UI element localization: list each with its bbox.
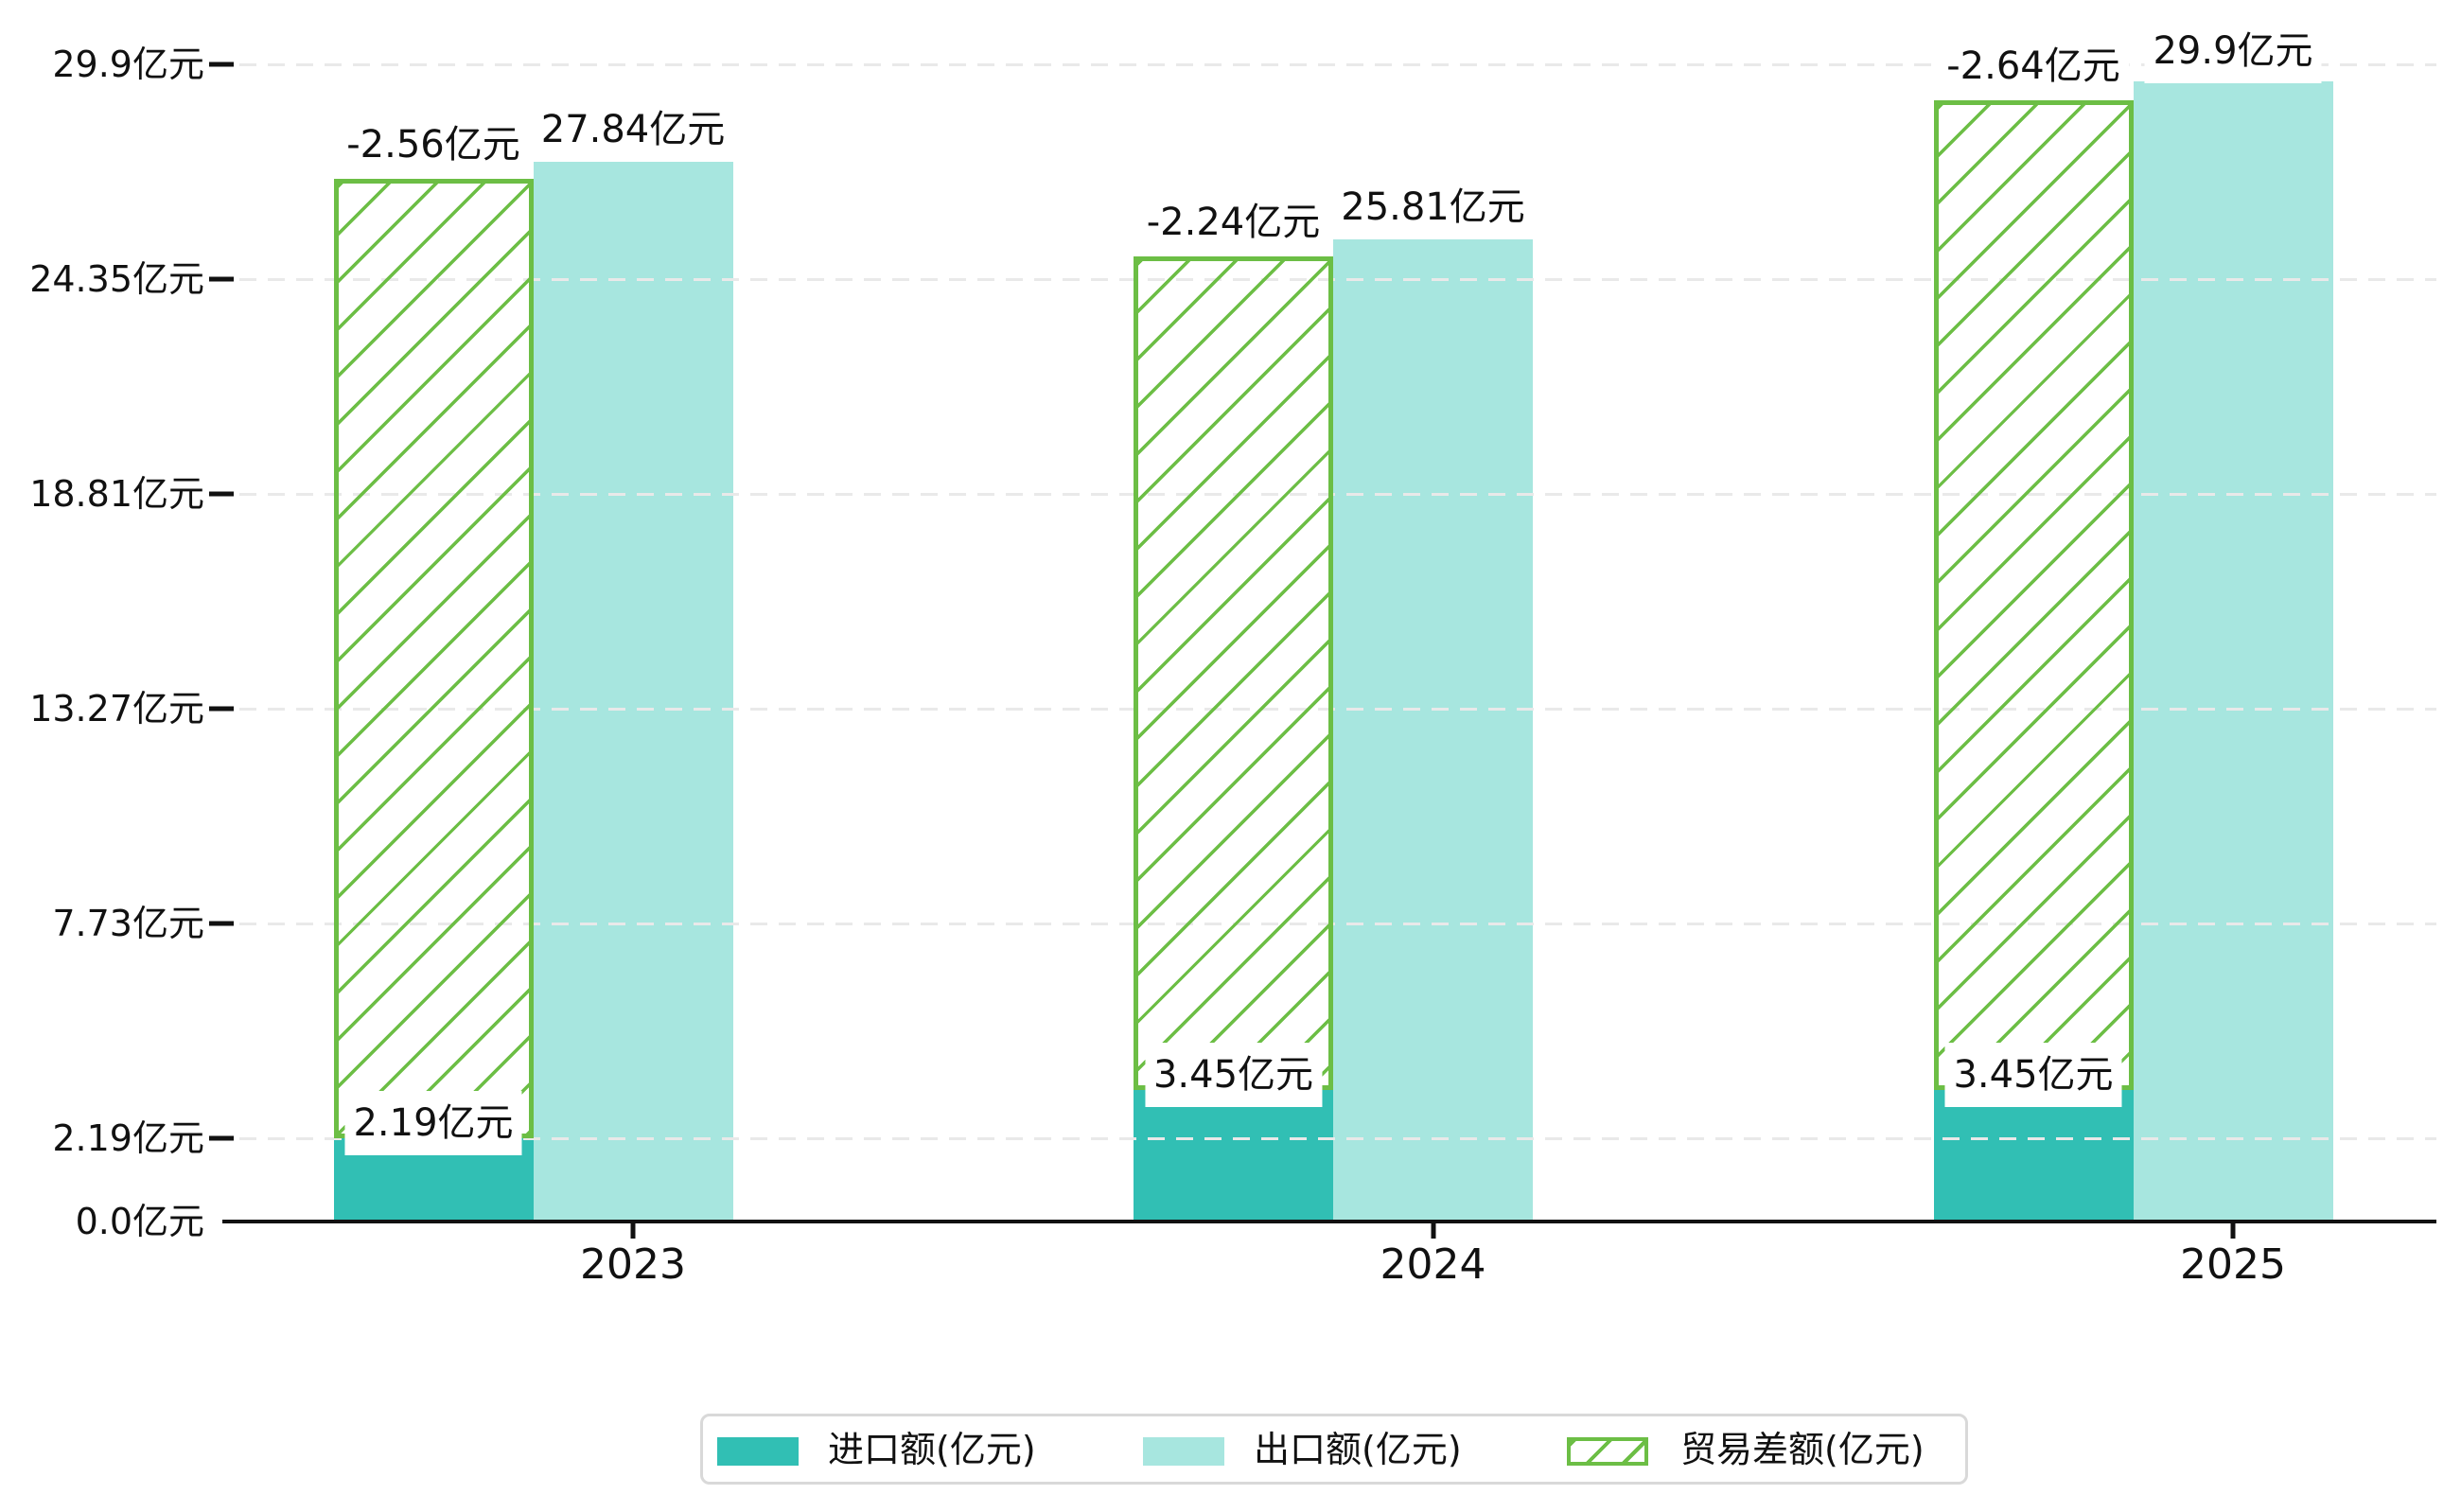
export-bar[interactable] bbox=[533, 160, 733, 1222]
x-tick-label: 2024 bbox=[1380, 1240, 1486, 1289]
y-tick-label: 29.9亿元 bbox=[52, 44, 204, 85]
x-tick-mark bbox=[1431, 1222, 1435, 1239]
x-tick-mark bbox=[2230, 1222, 2236, 1239]
trade-balance-bar[interactable] bbox=[333, 179, 534, 1138]
y-grid-line bbox=[239, 278, 2436, 281]
y-tick-mark bbox=[209, 921, 234, 926]
import-value-label: 3.45亿元 bbox=[1944, 1042, 2122, 1107]
export-value-label: 29.9亿元 bbox=[2144, 19, 2322, 84]
trade-balance-bar[interactable] bbox=[1134, 255, 1333, 1090]
y-tick-mark bbox=[209, 276, 234, 282]
legend: 进口额(亿元) 出口额(亿元) 贸易差额(亿元) bbox=[700, 1414, 1968, 1485]
export-bar[interactable] bbox=[2133, 81, 2333, 1222]
legend-label-export: 出口额(亿元) bbox=[1254, 1428, 1462, 1470]
y-tick-label: 2.19亿元 bbox=[52, 1117, 204, 1159]
y-tick-label: 18.81亿元 bbox=[29, 473, 204, 515]
import-value-label: 2.19亿元 bbox=[344, 1090, 522, 1155]
trade-balance-value-label: -2.64亿元 bbox=[1938, 34, 2129, 99]
y-tick-label: 7.73亿元 bbox=[52, 903, 204, 944]
y-grid-line bbox=[239, 493, 2436, 496]
y-tick-mark bbox=[209, 706, 234, 712]
import-bar[interactable] bbox=[1933, 1089, 2134, 1222]
y-grid-line bbox=[239, 923, 2436, 925]
legend-swatch-trade-balance bbox=[1567, 1437, 1648, 1466]
x-axis-line bbox=[222, 1220, 2436, 1223]
y-tick-mark bbox=[209, 491, 234, 497]
y-tick-label: 24.35亿元 bbox=[29, 258, 204, 300]
export-bar[interactable] bbox=[1333, 237, 1533, 1222]
y-grid-line bbox=[239, 63, 2436, 66]
trade-balance-bar[interactable] bbox=[1933, 100, 2134, 1090]
legend-label-import: 进口额(亿元) bbox=[828, 1428, 1036, 1470]
y-grid-line bbox=[239, 1137, 2436, 1140]
legend-label-trade-balance: 贸易差额(亿元) bbox=[1680, 1428, 1925, 1470]
legend-swatch-import bbox=[717, 1437, 799, 1466]
x-tick-label: 2023 bbox=[580, 1240, 686, 1289]
x-tick-label: 2025 bbox=[2180, 1240, 2286, 1289]
export-value-label: 27.84亿元 bbox=[532, 97, 734, 163]
export-value-label: 25.81亿元 bbox=[1332, 174, 1534, 239]
y-tick-mark bbox=[209, 1135, 234, 1141]
trade-balance-value-label: -2.56亿元 bbox=[338, 113, 529, 178]
y-tick-label: 13.27亿元 bbox=[29, 688, 204, 730]
trade-balance-value-label: -2.24亿元 bbox=[1137, 189, 1329, 255]
legend-swatch-export bbox=[1143, 1437, 1224, 1466]
x-tick-mark bbox=[630, 1222, 636, 1239]
import-bar[interactable] bbox=[1134, 1089, 1333, 1222]
import-value-label: 3.45亿元 bbox=[1144, 1042, 1323, 1107]
y-grid-line bbox=[239, 708, 2436, 711]
y-tick-label: 0.0亿元 bbox=[75, 1201, 204, 1242]
y-tick-mark bbox=[209, 62, 234, 67]
